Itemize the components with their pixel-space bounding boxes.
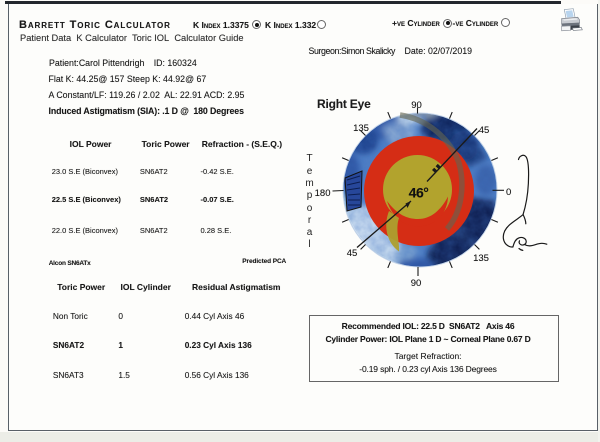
svg-text:135: 135 [473,253,489,264]
svg-text:90: 90 [411,100,422,111]
svg-text:45: 45 [479,125,490,136]
svg-text:180: 180 [315,188,331,199]
svg-text:135: 135 [353,123,369,134]
svg-text:45: 45 [347,248,358,259]
svg-text:46°: 46° [409,185,429,201]
svg-text:90: 90 [411,278,422,289]
svg-text:0: 0 [506,187,511,198]
